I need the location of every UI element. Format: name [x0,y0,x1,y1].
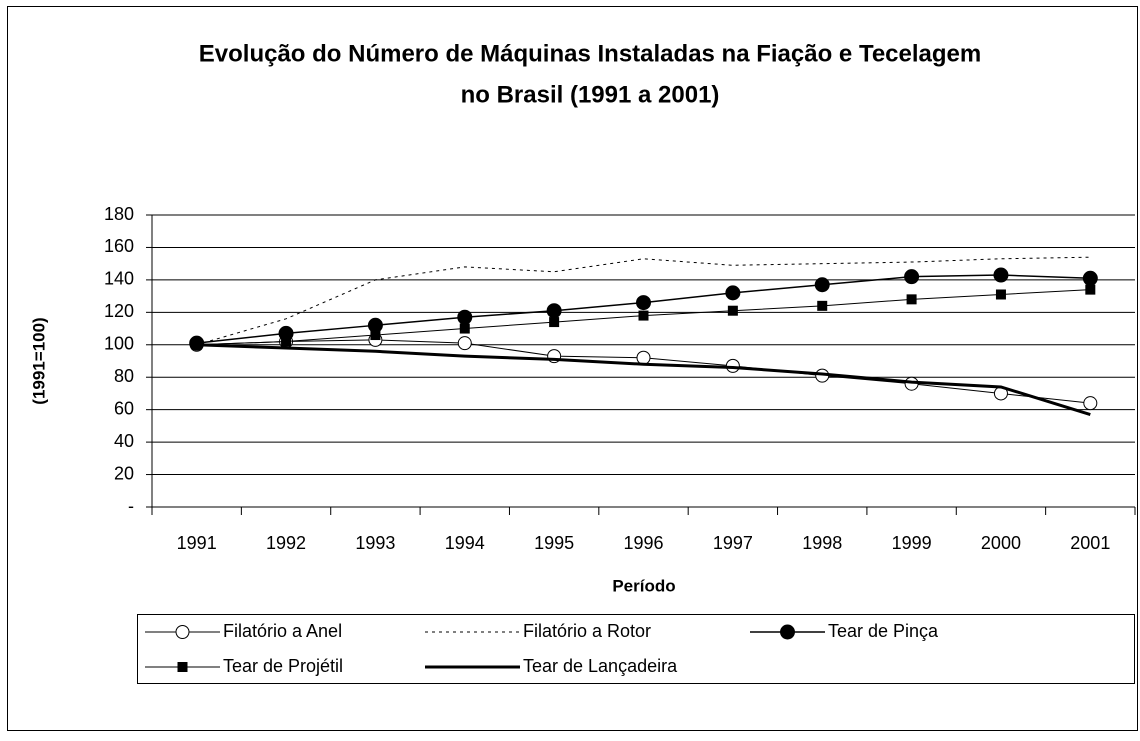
x-tick-label: 1992 [266,533,306,553]
data-point [281,336,292,347]
data-point [727,305,738,316]
data-point [993,267,1009,283]
x-tick-label: 1999 [892,533,932,553]
data-point [638,310,649,321]
data-point [459,323,470,334]
legend-label: Tear de Projétil [223,656,343,676]
legend-label: Tear de Lançadeira [523,656,678,676]
data-point [549,317,560,328]
x-tick-label: 1998 [802,533,842,553]
data-point [904,269,920,285]
y-tick-label: 160 [104,236,134,256]
y-tick-label: 60 [114,398,134,418]
x-tick-label: 1996 [623,533,663,553]
data-point [370,330,381,341]
legend-label: Filatório a Anel [223,621,342,641]
data-point [457,309,473,325]
data-point [636,295,651,311]
x-tick-label: 1991 [177,533,217,553]
data-point [457,336,472,351]
y-tick-label: 80 [114,366,134,386]
x-tick-label: 2001 [1070,533,1110,553]
y-tick-label: 40 [114,431,134,451]
legend-marker [175,625,190,639]
chart-title: no Brasil (1991 a 2001) [461,81,720,108]
x-tick-label: 1993 [355,533,395,553]
data-point [817,300,828,311]
legend-box [137,614,1135,684]
legend-label: Tear de Pinça [828,621,939,641]
y-tick-label: 20 [114,463,134,483]
data-point [995,289,1006,300]
y-tick-label: 140 [104,269,134,289]
data-point [636,350,651,365]
data-point [725,285,741,301]
x-axis-label: Período [612,576,675,595]
series-line [196,256,1091,346]
x-tick-label: 2000 [981,533,1021,553]
y-tick-label: 120 [104,301,134,321]
x-tick-label: 1994 [445,533,485,553]
legend-label: Filatório a Rotor [523,621,651,641]
legend-marker [177,662,188,672]
data-point [906,294,917,305]
series-line [196,343,1091,416]
data-point [1083,396,1098,411]
x-tick-label: 1997 [713,533,753,553]
chart-title: Evolução do Número de Máquinas Instalada… [199,40,981,67]
chart-border [7,6,1138,731]
data-point [546,303,562,319]
y-tick-label: 100 [104,334,134,354]
y-tick-label: - [128,496,134,516]
data-point [814,277,830,293]
y-tick-label: 180 [104,204,134,224]
y-axis-label: (1991=100) [29,317,48,404]
legend-marker [780,624,795,640]
data-point [1085,284,1096,295]
data-point [1082,270,1098,286]
x-tick-label: 1995 [534,533,574,553]
